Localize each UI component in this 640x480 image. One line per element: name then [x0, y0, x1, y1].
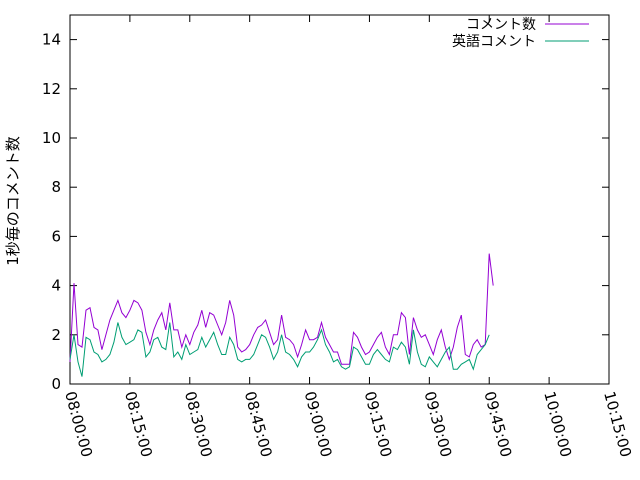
y-tick-label: 0: [51, 375, 61, 393]
y-axis-title: 1秒毎のコメント数: [4, 136, 22, 266]
x-axis: 08:00:00 08:15:00 08:30:00 08:45:00 09:00:00…: [61, 15, 635, 459]
x-tick-label: 09:00:00: [301, 389, 336, 459]
x-tick-label: 09:15:00: [361, 389, 396, 459]
legend-label-2: 英語コメント: [452, 33, 536, 50]
x-tick-label: 09:45:00: [480, 389, 515, 459]
series-layer: [69, 253, 494, 377]
plot-frame: [69, 14, 610, 385]
series-line-1: [69, 253, 494, 365]
x-tick-label: 10:00:00: [540, 389, 575, 459]
x-tick-label: 08:00:00: [61, 389, 96, 459]
y-tick-label: 2: [51, 326, 61, 344]
x-tick-label: 08:30:00: [181, 389, 216, 459]
x-tick-label: 08:45:00: [241, 389, 276, 459]
y-tick-label: 4: [51, 277, 61, 295]
x-tick-label: 10:15:00: [600, 389, 635, 459]
series-line-2: [69, 322, 490, 377]
y-tick-label: 8: [51, 178, 61, 196]
plot-border: [69, 14, 610, 385]
legend-label-1: コメント数: [466, 17, 536, 33]
y-tick-label: 6: [51, 227, 61, 245]
x-tick-label: 08:15:00: [121, 389, 156, 459]
x-tick-label: 09:30:00: [420, 389, 455, 459]
y-axis: 0 2 4 6 8 10 12 14: [42, 31, 609, 393]
y-tick-label: 14: [42, 31, 61, 49]
y-tick-label: 10: [42, 129, 61, 147]
y-tick-label: 12: [42, 80, 61, 98]
